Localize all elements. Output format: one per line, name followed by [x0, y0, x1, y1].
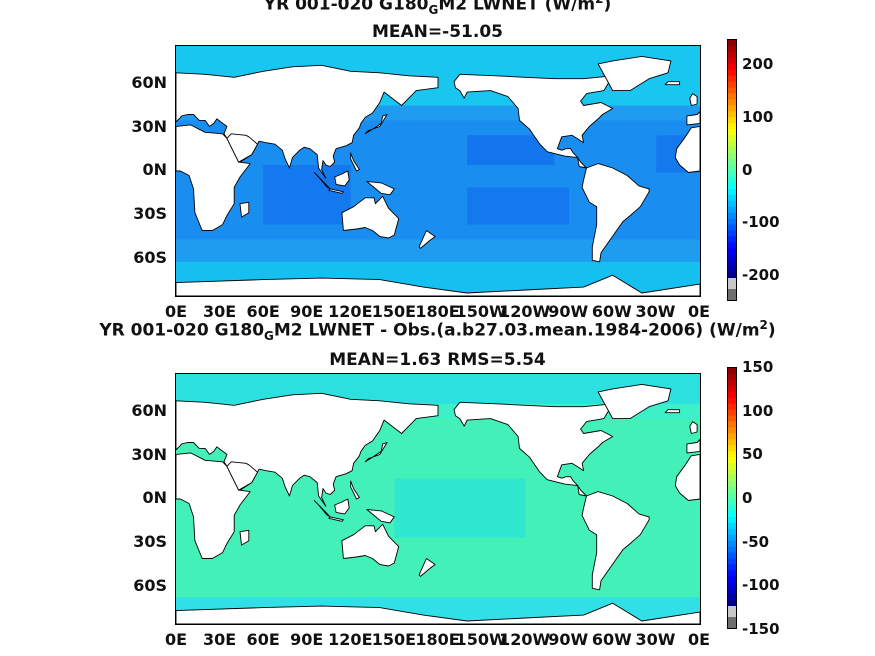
panel1-stats: MEAN=-51.05 [372, 22, 503, 42]
panel2-stats: MEAN=1.63 RMS=5.54 [329, 350, 546, 370]
lon-label: 0E [687, 630, 711, 649]
lon-label: 0E [164, 302, 188, 321]
panel2-title: YR 001-020 G180GM2 LWNET - Obs.(a.b27.03… [99, 318, 776, 344]
lat-label: 60S [133, 576, 167, 595]
lon-label: 90E [290, 630, 324, 649]
lon-label: 90W [548, 302, 589, 321]
lon-label: 60W [591, 630, 632, 649]
panel1-colorbar [727, 39, 737, 301]
lon-label: 150W [455, 302, 507, 321]
lon-label: 180E [415, 630, 460, 649]
lon-label: 180E [415, 302, 460, 321]
lon-label: 90W [548, 630, 589, 649]
lon-label: 0E [687, 302, 711, 321]
colorbar-tick-label: -50 [742, 532, 770, 551]
colorbar-tick-label: 100 [742, 107, 774, 126]
colorbar-tick-label: 200 [742, 55, 774, 73]
colorbar-tick-label: 100 [742, 401, 774, 420]
colorbar-tick-label: 0 [742, 160, 753, 179]
lat-label: 30N [131, 445, 167, 464]
lon-label: 150E [371, 302, 417, 321]
lon-label: 150W [455, 630, 507, 649]
colorbar-tick-label: 150 [742, 358, 774, 376]
colorbar-tick-label: -200 [742, 266, 780, 284]
colorbar-tick-label: 50 [742, 445, 763, 464]
panel1-map [175, 45, 701, 297]
colorbar-tick-label: 0 [742, 489, 753, 507]
panel2-map [175, 373, 701, 625]
lat-label: 60N [131, 73, 167, 92]
lat-label: 30S [133, 204, 167, 223]
lon-label: 120W [499, 302, 551, 321]
lat-label: 30N [131, 117, 167, 136]
lon-label: 60E [246, 630, 280, 649]
colorbar-tick-label: -100 [742, 213, 780, 232]
lon-label: 0E [164, 630, 188, 649]
lon-label: 120E [328, 630, 373, 649]
lon-label: 30W [635, 302, 676, 321]
lat-label: 0N [142, 160, 167, 179]
panel2-colorbar [727, 367, 737, 629]
lon-label: 60W [591, 302, 632, 321]
lat-label: 60N [131, 401, 167, 420]
panel1-title: YR 001-020 G180GM2 LWNET (W/m2) [263, 0, 612, 18]
lon-label: 150E [371, 630, 417, 649]
lon-label: 30E [202, 302, 237, 321]
colorbar-tick-label: -100 [742, 576, 780, 595]
lon-label: 120W [499, 630, 551, 649]
lon-label: 30W [635, 630, 676, 649]
lat-label: 0N [142, 488, 167, 507]
lon-label: 60E [246, 302, 280, 321]
lat-label: 60S [133, 248, 167, 267]
lon-label: 30E [202, 630, 237, 649]
lat-label: 30S [133, 532, 167, 551]
lon-label: 90E [290, 302, 324, 321]
colorbar-tick-label: -150 [742, 620, 780, 638]
lon-label: 120E [328, 302, 373, 321]
